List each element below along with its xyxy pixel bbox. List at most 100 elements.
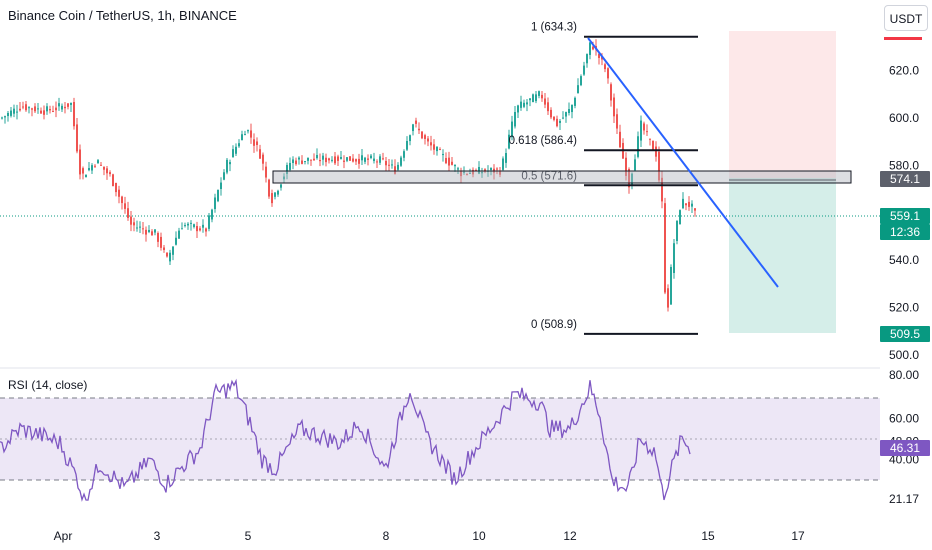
- candle-body: [331, 159, 333, 161]
- candle-body: [211, 209, 213, 220]
- candle-body: [421, 131, 423, 139]
- candle-body: [373, 158, 375, 162]
- candle-body: [55, 107, 57, 111]
- take-profit-zone[interactable]: [729, 178, 836, 333]
- candle-body: [472, 169, 474, 175]
- candle-body: [610, 84, 612, 101]
- candle-body: [538, 91, 540, 96]
- candle-body: [322, 155, 324, 160]
- candle-body: [136, 227, 138, 229]
- candle-body: [685, 203, 687, 206]
- time-tick-label: 12: [563, 529, 577, 543]
- stop-loss-zone[interactable]: [729, 31, 836, 178]
- candle-body: [559, 120, 561, 123]
- candle-body: [106, 168, 108, 174]
- candle-body: [640, 120, 642, 141]
- candle-body: [562, 117, 564, 119]
- candle-body: [319, 159, 321, 162]
- fib-level-label: 0.5 (571.6): [521, 170, 577, 182]
- candle-body: [364, 157, 366, 162]
- rsi-indicator-label[interactable]: RSI (14, close): [8, 378, 88, 392]
- candle-body: [133, 222, 135, 226]
- candle-body: [124, 203, 126, 209]
- current-price-tag: 559.1: [880, 208, 930, 224]
- time-axis[interactable]: Apr 3 5 8 10 12 15 17: [54, 529, 805, 543]
- candle-body: [571, 104, 573, 113]
- candle-body: [154, 229, 156, 233]
- candle-body: [496, 168, 498, 170]
- candle-body: [247, 130, 249, 132]
- candle-body: [91, 165, 93, 171]
- time-tick-label: 3: [154, 529, 161, 543]
- candle-body: [235, 146, 237, 154]
- candle-body: [262, 154, 264, 164]
- candle-body: [541, 94, 543, 99]
- candle-body: [451, 161, 453, 165]
- candle-body: [208, 215, 210, 229]
- candle-body: [679, 210, 681, 225]
- candle-body: [82, 168, 84, 174]
- candle-body: [592, 46, 594, 50]
- candle-body: [193, 224, 195, 227]
- candle-body: [655, 146, 657, 157]
- candle-body: [259, 149, 261, 159]
- candle-body: [346, 157, 348, 161]
- candle-body: [142, 228, 144, 230]
- candle-body: [10, 110, 12, 116]
- currency-button[interactable]: USDT: [884, 5, 928, 31]
- candle-body: [37, 108, 39, 110]
- candle-body: [532, 94, 534, 103]
- candle-body: [343, 160, 345, 162]
- candle-body: [337, 156, 339, 161]
- candle-body: [127, 208, 129, 218]
- trendline[interactable]: [587, 37, 779, 288]
- candle-body: [511, 121, 513, 138]
- candle-body: [568, 109, 570, 113]
- candle-body: [310, 159, 312, 161]
- candle-body: [565, 112, 567, 117]
- candle-body: [157, 233, 159, 242]
- candle-body: [40, 110, 42, 114]
- candle-body: [349, 156, 351, 161]
- candle-body: [58, 103, 60, 107]
- candle-body: [628, 169, 630, 188]
- fibonacci-retracement[interactable]: 1 (634.3) 0.618 (586.4) 0.5 (571.6) 0 (508.…: [509, 22, 698, 335]
- candle-body: [199, 228, 201, 231]
- candle-body: [253, 139, 255, 146]
- candle-body: [433, 144, 435, 150]
- candle-body: [442, 153, 444, 156]
- candle-body: [499, 171, 501, 175]
- fib-level-label: 0.618 (586.4): [509, 135, 578, 147]
- candle-body: [109, 172, 111, 175]
- candle-body: [334, 156, 336, 164]
- price-tick-label: 500.0: [889, 348, 919, 362]
- resistance-zone[interactable]: [272, 170, 852, 184]
- candle-body: [661, 177, 663, 202]
- candle-body: [664, 203, 666, 293]
- candle-body: [178, 230, 180, 239]
- candle-body: [448, 157, 450, 166]
- rsi-value-tag: 46.31: [880, 440, 930, 456]
- candle-body: [223, 172, 225, 180]
- candle-body: [49, 109, 51, 111]
- candle-body: [508, 134, 510, 149]
- candle-body: [295, 160, 297, 165]
- candle-body: [73, 102, 75, 127]
- candle-body: [277, 190, 279, 195]
- candle-body: [418, 128, 420, 131]
- candle-body: [556, 118, 558, 127]
- candle-body: [118, 189, 120, 197]
- chart-title: Binance Coin / TetherUS, 1h, BINANCE: [8, 8, 237, 23]
- candle-body: [145, 229, 147, 235]
- candle-body: [457, 168, 459, 170]
- candle-body: [241, 134, 243, 140]
- price-tick-label: 580.0: [889, 158, 919, 172]
- candle-body: [550, 109, 552, 118]
- candle-body: [481, 172, 483, 174]
- candle-body: [163, 247, 165, 250]
- candle-body: [517, 105, 519, 113]
- candle-body: [46, 106, 48, 112]
- candle-body: [574, 97, 576, 106]
